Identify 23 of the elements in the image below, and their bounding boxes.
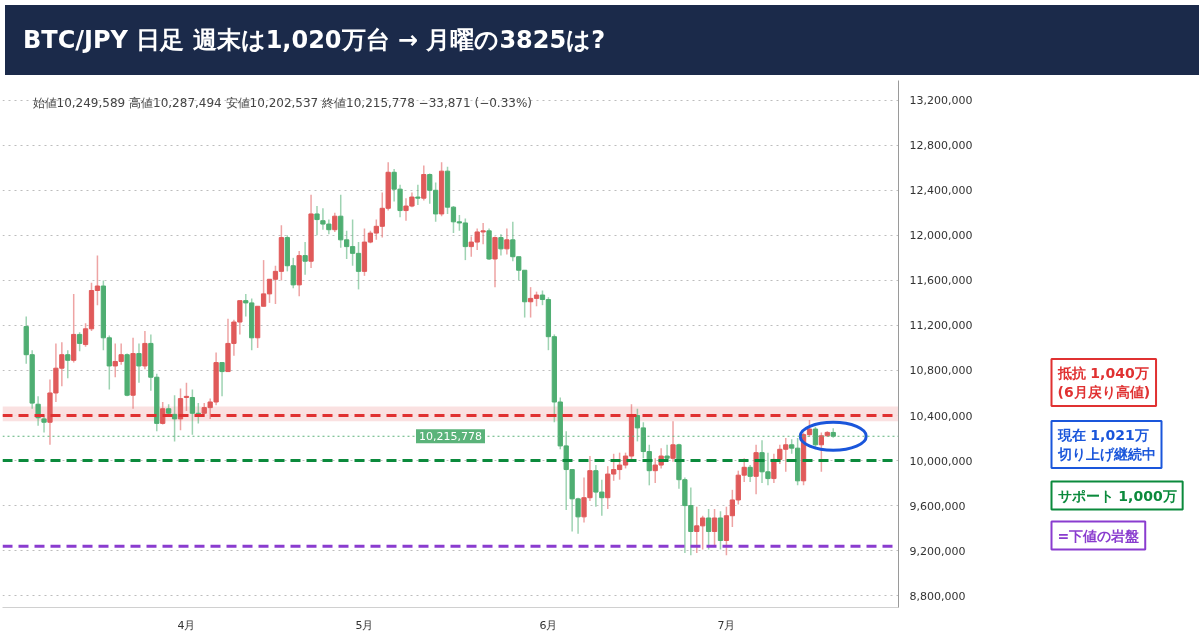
ref-line-label: サポート 1,000万 <box>1057 487 1177 504</box>
x-tick-label: 5月 <box>355 618 374 632</box>
y-tick-label: 12,000,000 <box>909 229 973 243</box>
ref-line-label: 10,215,778 <box>419 430 482 444</box>
ref-line-label: =下値の岩盤 <box>1057 527 1140 544</box>
chart-title: BTC/JPY 日足 週末は1,020万台 → 月曜の3825は? <box>23 25 606 56</box>
y-tick-label: 12,400,000 <box>909 184 973 198</box>
x-tick-label: 4月 <box>177 618 196 632</box>
y-tick-label: 12,800,000 <box>909 139 973 153</box>
x-tick-label: 6月 <box>539 618 558 632</box>
y-tick-label: 8,800,000 <box>909 589 966 603</box>
y-tick-label: 10,400,000 <box>909 409 973 423</box>
x-tick-label: 7月 <box>717 618 736 632</box>
y-tick-label: 10,800,000 <box>909 364 973 378</box>
text: 始値10,249,589 高値10,287,494 安値10,202,537 終値10,215,778 −33,871 (−0.33%) <box>32 95 532 110</box>
ref-line-label: 抵抗 1,040万 (6月戻り高値) <box>1056 364 1151 401</box>
y-tick-label: 11,200,000 <box>909 319 973 333</box>
y-tick-label: 13,200,000 <box>909 94 973 108</box>
y-tick-label: 9,600,000 <box>909 499 966 513</box>
y-tick-label: 11,600,000 <box>909 274 973 288</box>
text: 現在 1,021万切り上げ継続中 <box>1056 426 1156 463</box>
y-tick-label: 10,000,000 <box>909 454 973 468</box>
y-tick-label: 9,200,000 <box>909 544 966 558</box>
